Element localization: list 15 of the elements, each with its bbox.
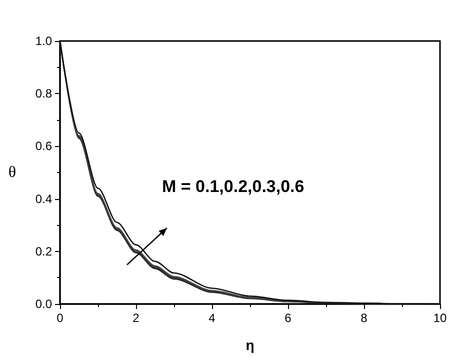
annotation: M = 0.1,0.2,0.3,0.6 — [162, 177, 304, 196]
x-tick-label: 6 — [284, 311, 292, 325]
y-tick-label: 0.2 — [35, 244, 52, 258]
y-tick-label: 0.6 — [35, 139, 52, 154]
x-tick-label: 10 — [433, 311, 447, 325]
y-tick-label: 0.0 — [35, 297, 52, 311]
y-tick-label: 1.0 — [35, 34, 52, 48]
x-tick-label: 4 — [208, 311, 216, 325]
y-tick-label: 0.4 — [35, 192, 52, 206]
y-axis-title: θ — [8, 164, 16, 181]
x-axis-title: η — [246, 337, 254, 353]
x-tick-label: 8 — [360, 311, 368, 325]
x-tick-label: 2 — [132, 311, 140, 325]
x-tick-label: 0 — [56, 311, 64, 325]
y-tick-label: 0.8 — [35, 86, 52, 101]
